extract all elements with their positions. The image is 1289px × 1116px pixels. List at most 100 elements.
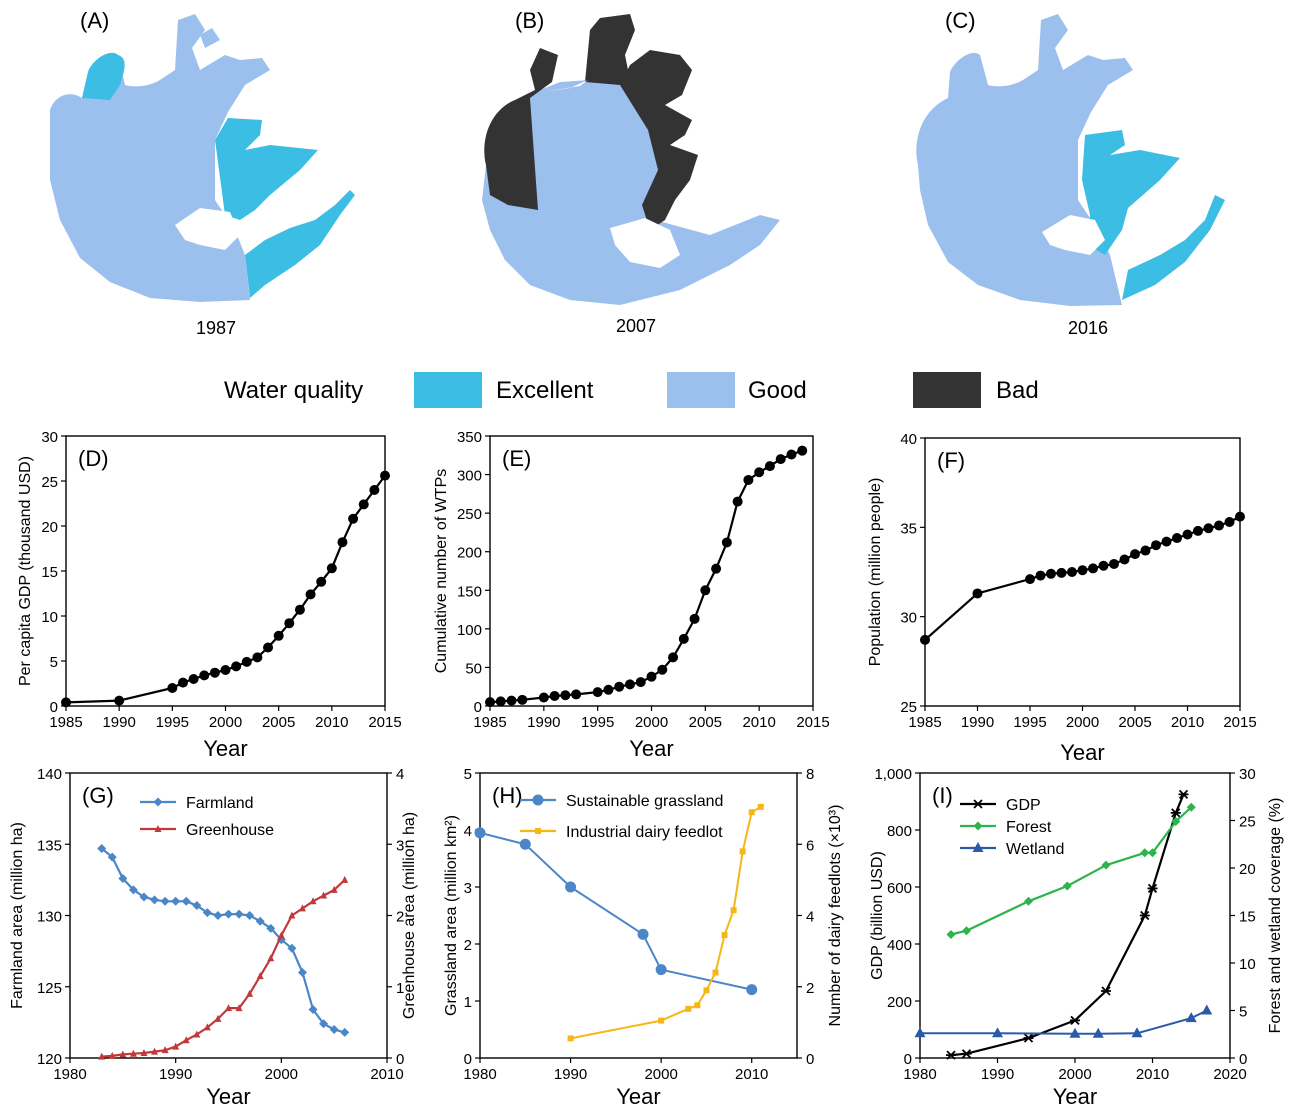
legend-title: Water quality: [224, 377, 364, 404]
y2-axis-label: Forest and wetland coverage (%): [1267, 798, 1284, 1034]
data-point-data: [1130, 549, 1140, 560]
y-tick-label: 125: [37, 980, 62, 997]
data-point-data: [797, 445, 808, 456]
data-point-data: [549, 690, 560, 701]
x-tick-label: 1985: [473, 714, 506, 731]
data-point-data: [614, 681, 625, 692]
data-point-farmland: [118, 873, 128, 883]
y-tick-label: 0: [50, 699, 58, 716]
x-tick-label: 2015: [1223, 714, 1256, 731]
data-point-data: [209, 667, 220, 678]
y-tick-label: 5: [464, 766, 472, 783]
legend-marker-greenhouse: [154, 825, 162, 832]
data-point-data: [61, 697, 71, 708]
legend-marker-sustainable-grassland: [532, 794, 544, 806]
data-point-data: [1235, 511, 1245, 522]
x-axis-label: Year: [1053, 1084, 1097, 1109]
data-point-data: [358, 499, 369, 510]
y-tick-label: 0: [904, 1051, 912, 1068]
data-point-data: [571, 689, 582, 700]
y-axis-label: Cumulative number of WTPs: [433, 469, 450, 674]
legend-label-wetland: Wetland: [1006, 841, 1064, 858]
x-tick-label: 2010: [370, 1066, 403, 1083]
y-tick-label: 100: [457, 622, 482, 639]
data-point-industrial-dairy-feedlot: [730, 907, 737, 914]
y-tick-label: 10: [41, 609, 58, 626]
data-point-greenhouse: [298, 904, 306, 912]
data-point-sustainable-grassland: [655, 964, 667, 976]
data-point-farmland: [213, 911, 223, 920]
y-tick-label: 300: [457, 468, 482, 485]
series-line-data: [924, 515, 1241, 641]
panel-label: (G): [82, 783, 114, 808]
y-tick-label: 150: [457, 583, 482, 600]
data-point-farmland: [255, 916, 265, 926]
data-point-forest: [1024, 896, 1033, 906]
x-axis-label: Year: [629, 736, 673, 760]
data-point-industrial-dairy-feedlot: [567, 1035, 574, 1042]
data-point-data: [560, 690, 571, 701]
y-tick-label: 600: [887, 880, 912, 897]
data-point-data: [517, 694, 528, 705]
data-point-greenhouse: [341, 875, 349, 883]
y2-tick-label: 0: [396, 1051, 404, 1068]
data-point-greenhouse: [320, 891, 328, 899]
data-point-greenhouse: [140, 1049, 148, 1057]
x-tick-label: 1995: [156, 714, 189, 731]
data-point-industrial-dairy-feedlot: [757, 803, 764, 810]
data-point-farmland: [139, 892, 149, 902]
y-tick-label: 0: [474, 699, 482, 716]
data-point-data: [495, 696, 506, 707]
legend-marker-farmland: [153, 797, 163, 807]
data-point-data: [743, 474, 754, 485]
series-line-gdp: [950, 793, 1185, 1057]
y2-tick-label: 0: [1239, 1051, 1247, 1068]
data-point-forest: [962, 926, 971, 936]
data-point-data: [603, 684, 614, 695]
data-point-data: [326, 563, 337, 574]
data-point-data: [380, 470, 390, 481]
data-point-farmland: [287, 943, 297, 953]
data-point-greenhouse: [288, 911, 296, 919]
data-point-industrial-dairy-feedlot: [703, 987, 710, 994]
data-point-data: [284, 618, 295, 629]
map-2007: (B) 2007: [482, 8, 780, 336]
y2-tick-label: 2: [396, 909, 404, 926]
data-point-data: [316, 576, 327, 587]
data-point-industrial-dairy-feedlot: [694, 1002, 701, 1009]
data-point-data: [920, 634, 930, 645]
legend-label-good: Good: [748, 377, 807, 404]
data-point-greenhouse: [161, 1046, 169, 1054]
map-year-label: 2007: [616, 316, 656, 336]
y-tick-label: 30: [41, 429, 58, 446]
data-point-data: [775, 454, 786, 465]
data-point-farmland: [245, 911, 255, 920]
data-point-data: [646, 671, 657, 682]
x-tick-label: 1985: [908, 714, 941, 731]
y2-axis-label: Greenhouse area (million ha): [401, 812, 418, 1019]
data-point-data: [657, 664, 668, 675]
data-point-industrial-dairy-feedlot: [739, 848, 746, 855]
y-axis-label: Grassland area (million km²): [443, 815, 460, 1016]
map-1987: (A) 1987: [50, 8, 355, 338]
y-tick-label: 350: [457, 429, 482, 446]
legend-label-excellent: Excellent: [496, 377, 594, 404]
x-tick-label: 1980: [53, 1066, 86, 1083]
data-point-data: [114, 695, 125, 706]
map-year-label: 2016: [1068, 318, 1108, 338]
legend-swatch-excellent: [414, 372, 482, 408]
legend-marker-wetland: [972, 842, 984, 852]
y-tick-label: 130: [37, 909, 62, 926]
y2-tick-label: 4: [806, 909, 814, 926]
data-point-data: [711, 563, 722, 574]
data-point-data: [1056, 567, 1067, 578]
legend-label-gdp: GDP: [1006, 797, 1041, 814]
data-point-greenhouse: [98, 1052, 106, 1060]
data-point-data: [252, 652, 263, 663]
data-point-data: [1161, 536, 1172, 547]
panel-label: (I): [932, 783, 953, 808]
y2-tick-label: 6: [806, 837, 814, 854]
data-point-farmland: [224, 909, 233, 919]
legend-label-farmland: Farmland: [186, 795, 254, 812]
x-tick-label: 1995: [581, 714, 614, 731]
